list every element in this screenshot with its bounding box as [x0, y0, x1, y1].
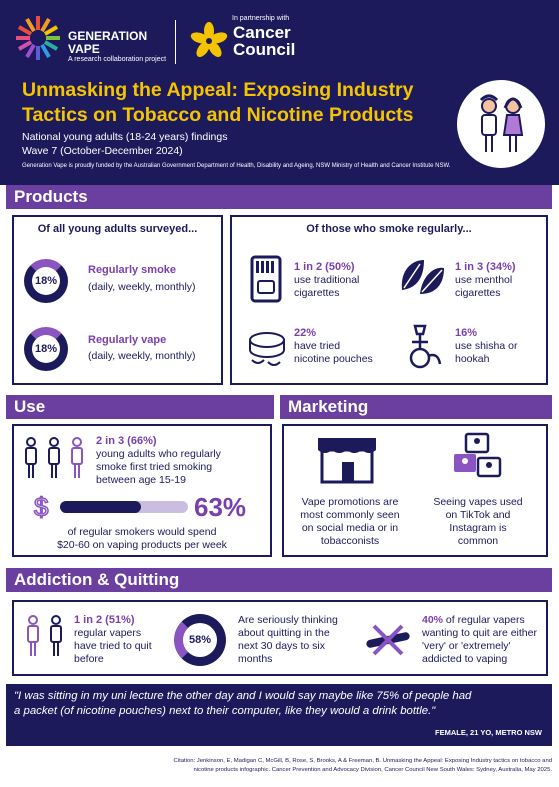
- all-title: Of all young adults surveyed...: [37, 223, 198, 235]
- pouch-stat: 22%: [294, 327, 317, 339]
- section-products-heading: Products: [6, 185, 552, 209]
- smoke-pct: 18%: [34, 275, 58, 287]
- promo-line4: tobacconists: [320, 535, 380, 547]
- section-addiction-heading: Addiction & Quitting: [6, 568, 552, 592]
- first-line3: between age 15-19: [96, 474, 186, 486]
- smoke-label: Regularly smoke: [88, 264, 177, 276]
- first-stat: 2 in 3 (66%): [96, 435, 157, 447]
- page-title-line1: Unmasking the Appeal: Exposing Industry: [22, 79, 414, 101]
- promo-line3: on social media or in: [301, 522, 399, 534]
- generation-vape-logo: [16, 16, 60, 60]
- addicted-line3: 'very' or 'extremely': [422, 640, 511, 652]
- citation-line2: nicotine products infographic. Cancer Pr…: [193, 767, 552, 773]
- partner-name-line2: Council: [233, 40, 296, 59]
- vape-sub: (daily, weekly, monthly): [88, 350, 196, 362]
- smoke-sub: (daily, weekly, monthly): [88, 281, 196, 293]
- quote-line1: "I was sitting in my uni lecture the oth…: [14, 690, 472, 702]
- leaf-icon: [401, 260, 444, 294]
- trad-line2: cigarettes: [294, 287, 340, 299]
- smokers-title: Of those who smoke regularly...: [306, 223, 472, 235]
- quit-line1: Are seriously thinking: [238, 614, 338, 626]
- first-line1: young adults who regularly: [96, 448, 221, 460]
- funding-note: Generation Vape is proudly funded by the…: [22, 163, 451, 169]
- section-use-heading: Use: [6, 395, 274, 419]
- spend-line1: of regular smokers would spend: [67, 526, 217, 538]
- partner-name-line1: Cancer: [233, 23, 291, 42]
- spend-line2: $20-60 on vaping products per week: [57, 539, 227, 551]
- quote-line2: a packet (of nicotine pouches) next to t…: [14, 705, 436, 717]
- promo-line1: Vape promotions are: [301, 496, 399, 508]
- promo-line2: most commonly seen: [300, 509, 400, 521]
- section-marketing-heading: Marketing: [280, 395, 552, 419]
- pouch-line2: nicotine pouches: [294, 353, 373, 365]
- shisha-stat: 16%: [455, 327, 478, 339]
- logo-name-line2: VAPE: [68, 42, 100, 56]
- tried-line3: before: [74, 653, 104, 665]
- no-vape-icon: [366, 624, 410, 656]
- quote-banner: [6, 684, 552, 746]
- addicted-line4: addicted to vaping: [422, 653, 508, 665]
- smokers-panel: [230, 215, 548, 385]
- header-banner: [0, 0, 559, 185]
- cancer-council-logo: [190, 22, 228, 57]
- shisha-line1: use shisha or: [455, 340, 518, 352]
- subtitle-line2: Wave 7 (October-December 2024): [22, 145, 183, 157]
- social-line3: Instagram is: [449, 522, 507, 534]
- tried-line1: regular vapers: [74, 627, 142, 639]
- logo-sub: A research collaboration project: [68, 56, 167, 63]
- header-divider: [175, 20, 176, 64]
- pouch-line1: have tried: [294, 340, 341, 352]
- vape-label: Regularly vape: [88, 334, 167, 346]
- quit-ring: 58%: [174, 614, 226, 666]
- page-title-line2: Tactics on Tobacco and Nicotine Products: [22, 104, 414, 126]
- menthol-stat: 1 in 3 (34%): [455, 261, 516, 273]
- quit-line3: next 30 days to six: [238, 640, 325, 652]
- social-line1: Seeing vapes used: [433, 496, 523, 508]
- trad-line1: use traditional: [294, 274, 360, 286]
- addicted-stat: 40%: [422, 614, 444, 626]
- quit-line2: about quitting in the: [238, 627, 330, 639]
- tried-line2: have tried to quit: [74, 640, 152, 652]
- cigarette-pack-icon: [250, 255, 282, 303]
- menthol-line2: cigarettes: [455, 287, 501, 299]
- social-line4: common: [457, 535, 499, 547]
- addicted-line1-row: 40% of regular vapers: [422, 614, 525, 627]
- trad-stat: 1 in 2 (50%): [294, 261, 355, 273]
- addicted-line1: of regular vapers: [443, 614, 525, 626]
- spend-bar-fill: [60, 501, 141, 513]
- social-media-icon: [454, 432, 502, 478]
- hookah-icon: [409, 324, 442, 369]
- person-pair-icon: [27, 615, 62, 656]
- vape-pct: 18%: [34, 343, 58, 355]
- shisha-line2: hookah: [455, 353, 490, 365]
- addiction-panel: [12, 600, 548, 676]
- tried-stat: 1 in 2 (51%): [74, 614, 135, 626]
- subtitle-line1: National young adults (18-24 years) find…: [22, 131, 228, 143]
- first-line2: smoke first tried smoking: [96, 461, 213, 473]
- citation-line1: Citation: Jenkinson, E, Madigan C, McGil…: [173, 758, 553, 764]
- dollar-icon: $: [33, 492, 50, 522]
- menthol-line1: use menthol: [455, 274, 513, 286]
- shop-icon: [318, 438, 376, 484]
- quit-pct: 58%: [188, 634, 212, 646]
- vape-ring: 18%: [24, 327, 68, 371]
- partner-intro: In partnership with: [232, 15, 290, 22]
- addicted-line2: wanting to quit are either: [422, 627, 537, 639]
- quit-line4: months: [238, 653, 273, 665]
- spend-pct: 63%: [194, 492, 247, 522]
- svg-text:$: $: [34, 492, 49, 522]
- quote-attribution: FEMALE, 21 YO, METRO NSW: [435, 728, 542, 737]
- smoke-ring: 18%: [24, 259, 68, 303]
- pouch-tin-icon: [249, 332, 285, 366]
- person-icon: [25, 437, 83, 478]
- logo-name-line1: GENERATION: [68, 29, 148, 43]
- social-line2: on TikTok and: [445, 509, 511, 521]
- people-icon: [457, 80, 545, 168]
